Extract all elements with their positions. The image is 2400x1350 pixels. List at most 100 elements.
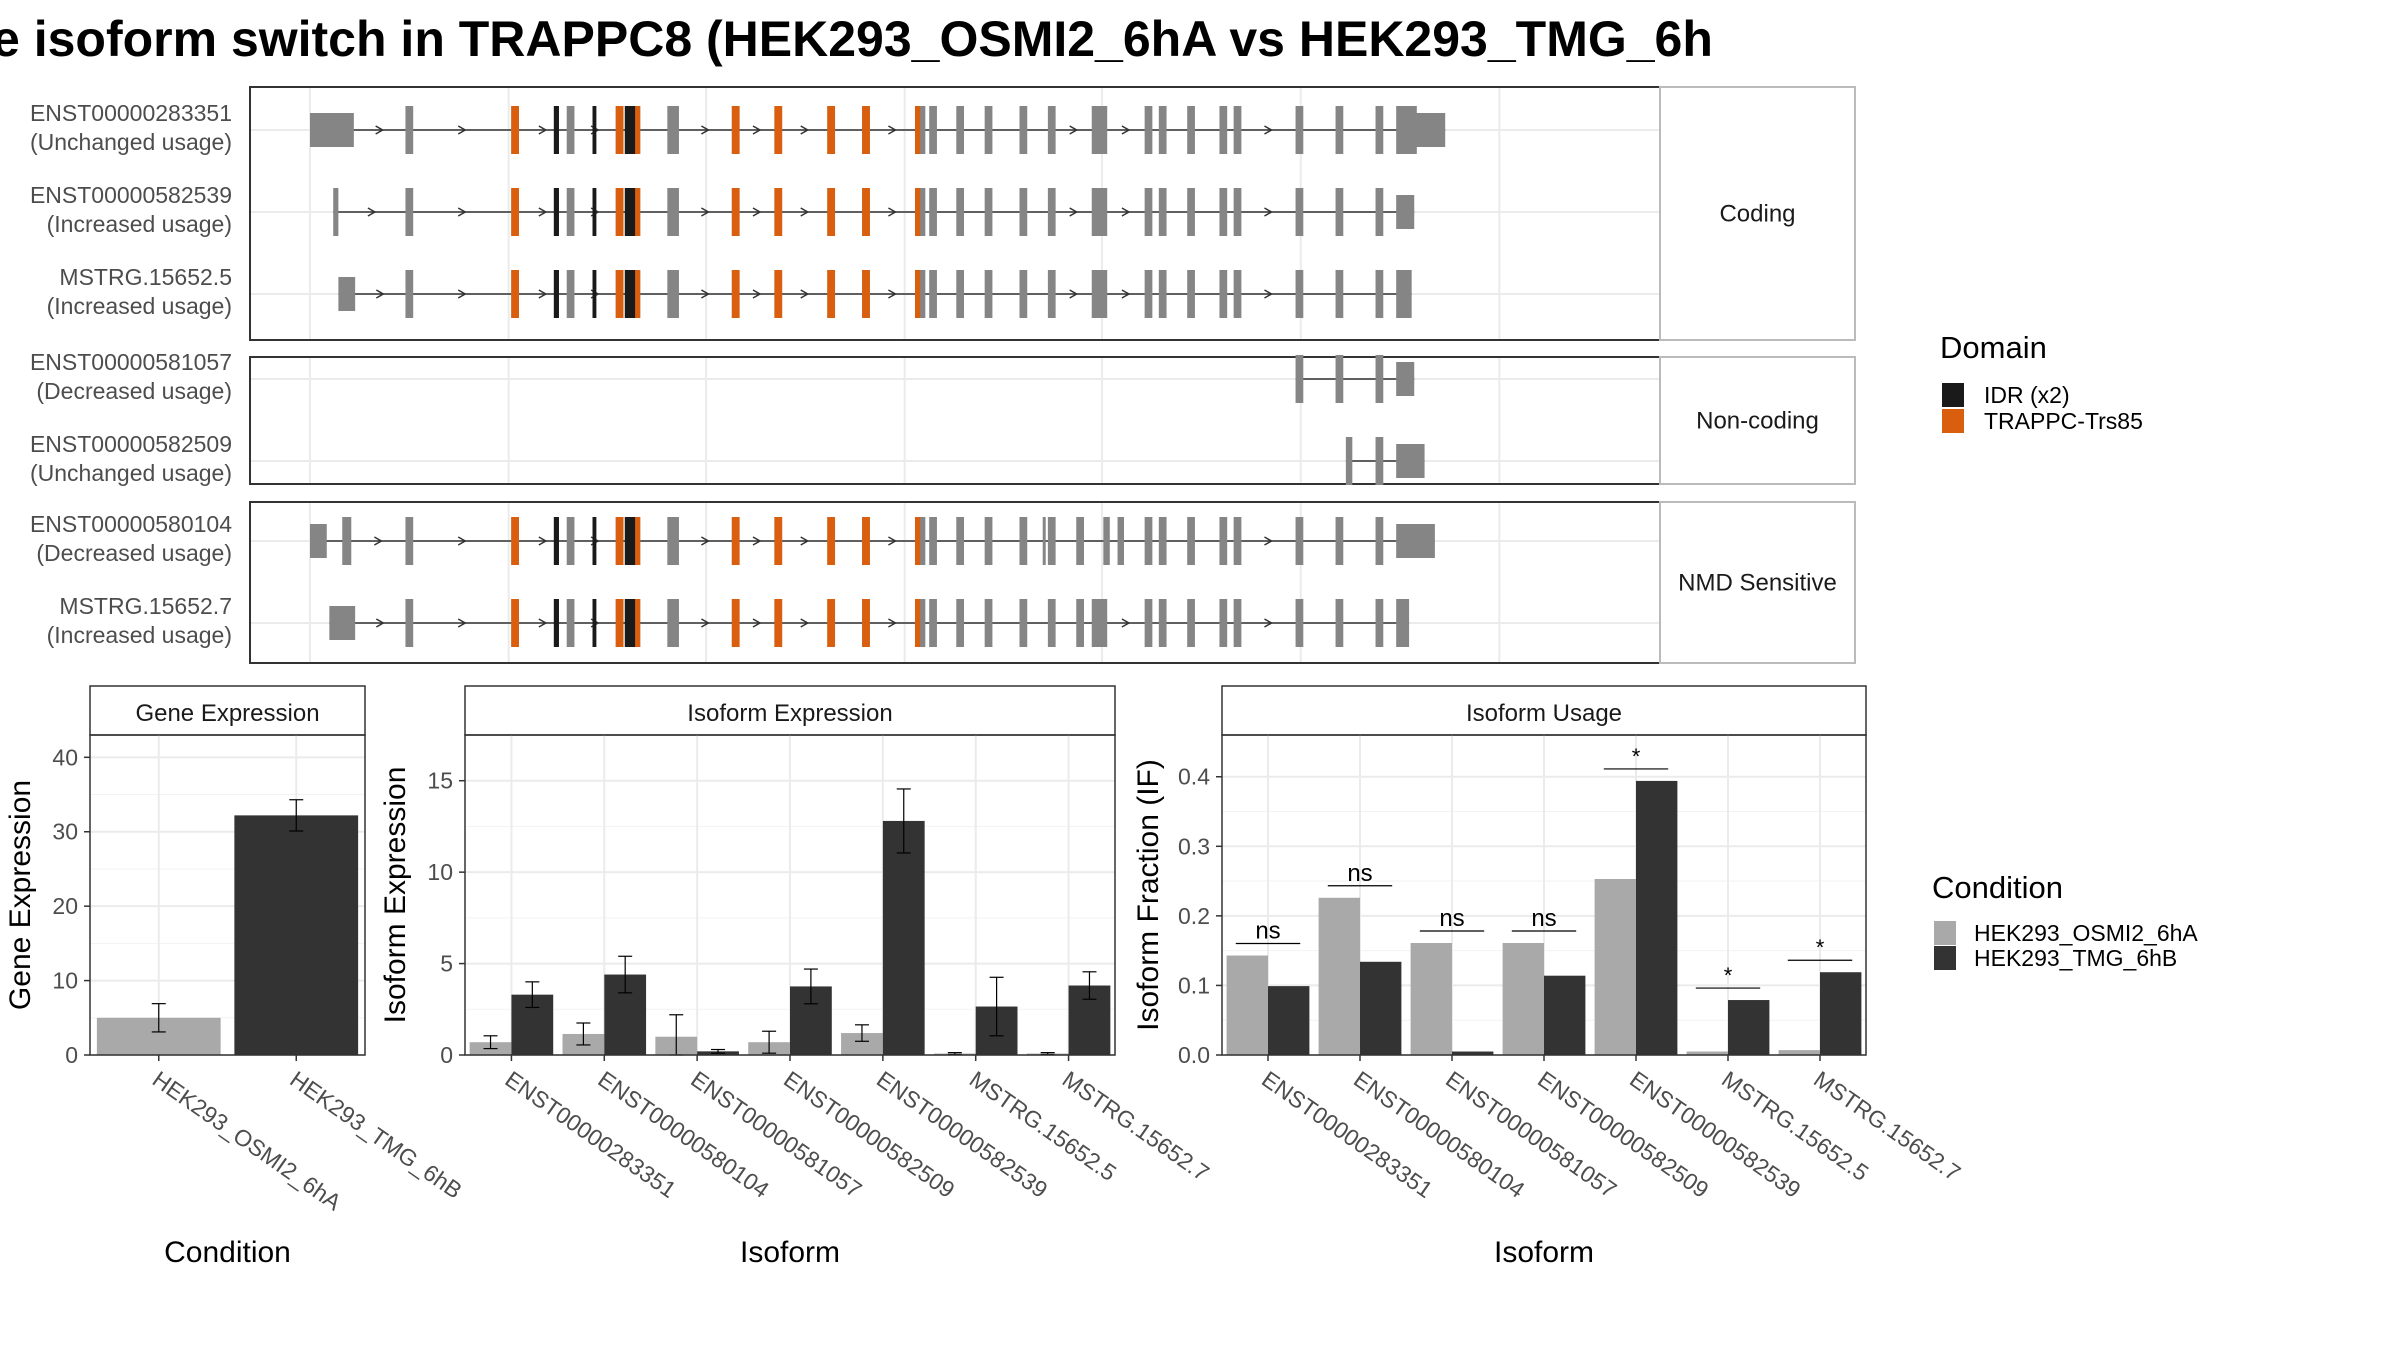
exon [1375,106,1384,154]
exon [1158,188,1167,236]
bar [1226,955,1268,1055]
exon [1396,270,1412,318]
exon [1375,355,1384,403]
domain-idr [624,188,636,236]
domain-idr [624,599,636,647]
exon [1019,106,1028,154]
exon [1158,517,1167,565]
domain-trappc [731,270,740,318]
strand-arrow [457,536,467,546]
isoform-track: ENST00000582539 (Increased usage) [30,182,1415,237]
domain-idr [553,517,559,565]
exon [1219,517,1228,565]
exon [956,270,965,318]
domain-trappc [615,270,624,318]
exon [1375,270,1384,318]
domain-trappc [632,270,641,318]
chart-title: Isoform Usage [1466,700,1622,727]
exon [667,106,679,154]
strand-arrow [1264,289,1273,299]
bar [1452,1051,1494,1055]
strand-arrow [701,207,710,217]
strand-arrow [1264,618,1273,628]
x-axis-title: Condition [164,1236,291,1269]
domain-trappc [731,188,740,236]
domain-idr [624,270,636,318]
domain-trappc [632,599,641,647]
exon [1144,517,1153,565]
exon [1187,270,1195,318]
exon [1345,437,1353,485]
exon [1219,270,1228,318]
chart-title: Isoform Expression [687,700,892,727]
significance-label: * [1816,935,1825,960]
domain-trappc [827,599,836,647]
exon [1187,599,1195,647]
exon [310,113,354,147]
exon [1042,517,1046,565]
x-axis-title: Isoform [740,1236,840,1269]
exon [984,270,993,318]
strand-arrow [457,207,467,217]
strand-arrow [457,618,467,628]
strand-arrow [457,125,467,135]
bar [1594,879,1636,1055]
exon [1144,106,1153,154]
exon [915,599,926,647]
domain-trappc [731,599,740,647]
legends: Domain IDR (x2)TRAPPC-Trs85 Condition HEK29… [1932,330,2198,971]
strand-arrow [752,289,762,299]
bar [1778,1050,1820,1055]
significance-label: ns [1347,860,1372,887]
exon [1144,599,1153,647]
bar [882,820,925,1055]
exon [915,517,926,565]
domain-trappc [511,106,519,154]
exon [1375,437,1384,485]
y-tick-label: 0.0 [1178,1042,1210,1068]
strand-arrow [1069,289,1079,299]
domain-idr [592,517,597,565]
strand-arrow [375,618,385,628]
significance-label: * [1632,744,1641,769]
exon [566,270,575,318]
y-tick-label: 0.4 [1178,764,1210,790]
exon [1019,599,1028,647]
exon [1295,106,1304,154]
exon [1047,106,1056,154]
domain-trappc [827,188,836,236]
exon [1019,188,1028,236]
exon [1335,599,1344,647]
exon [1019,270,1028,318]
y-tick-label: 0.1 [1178,972,1210,998]
exon [566,599,575,647]
legend-label: IDR (x2) [1984,382,2070,408]
strand-arrow [1121,289,1131,299]
condition-legend-title: Condition [1932,870,2063,905]
bar [1268,986,1310,1055]
domain-trappc [615,599,624,647]
exon [1396,195,1415,229]
strip-label-box [1659,501,1856,664]
strand-arrow [373,536,383,546]
legend-key-condition [1934,946,1956,970]
exon [1019,517,1028,565]
exon [1103,517,1110,565]
exon [956,599,965,647]
exon [667,188,679,236]
x-tick-label: ENST00000582509 [1533,1066,1713,1203]
strip-label: Coding [1719,201,1795,228]
strand-arrow [538,618,548,628]
exon [915,106,926,154]
domain-trappc [915,517,921,565]
exon [405,188,414,236]
exon [1076,599,1084,647]
exon [984,517,993,565]
strand-arrow [457,289,467,299]
domain-trappc [915,188,921,236]
domain-trappc [915,270,921,318]
exon [1375,188,1384,236]
